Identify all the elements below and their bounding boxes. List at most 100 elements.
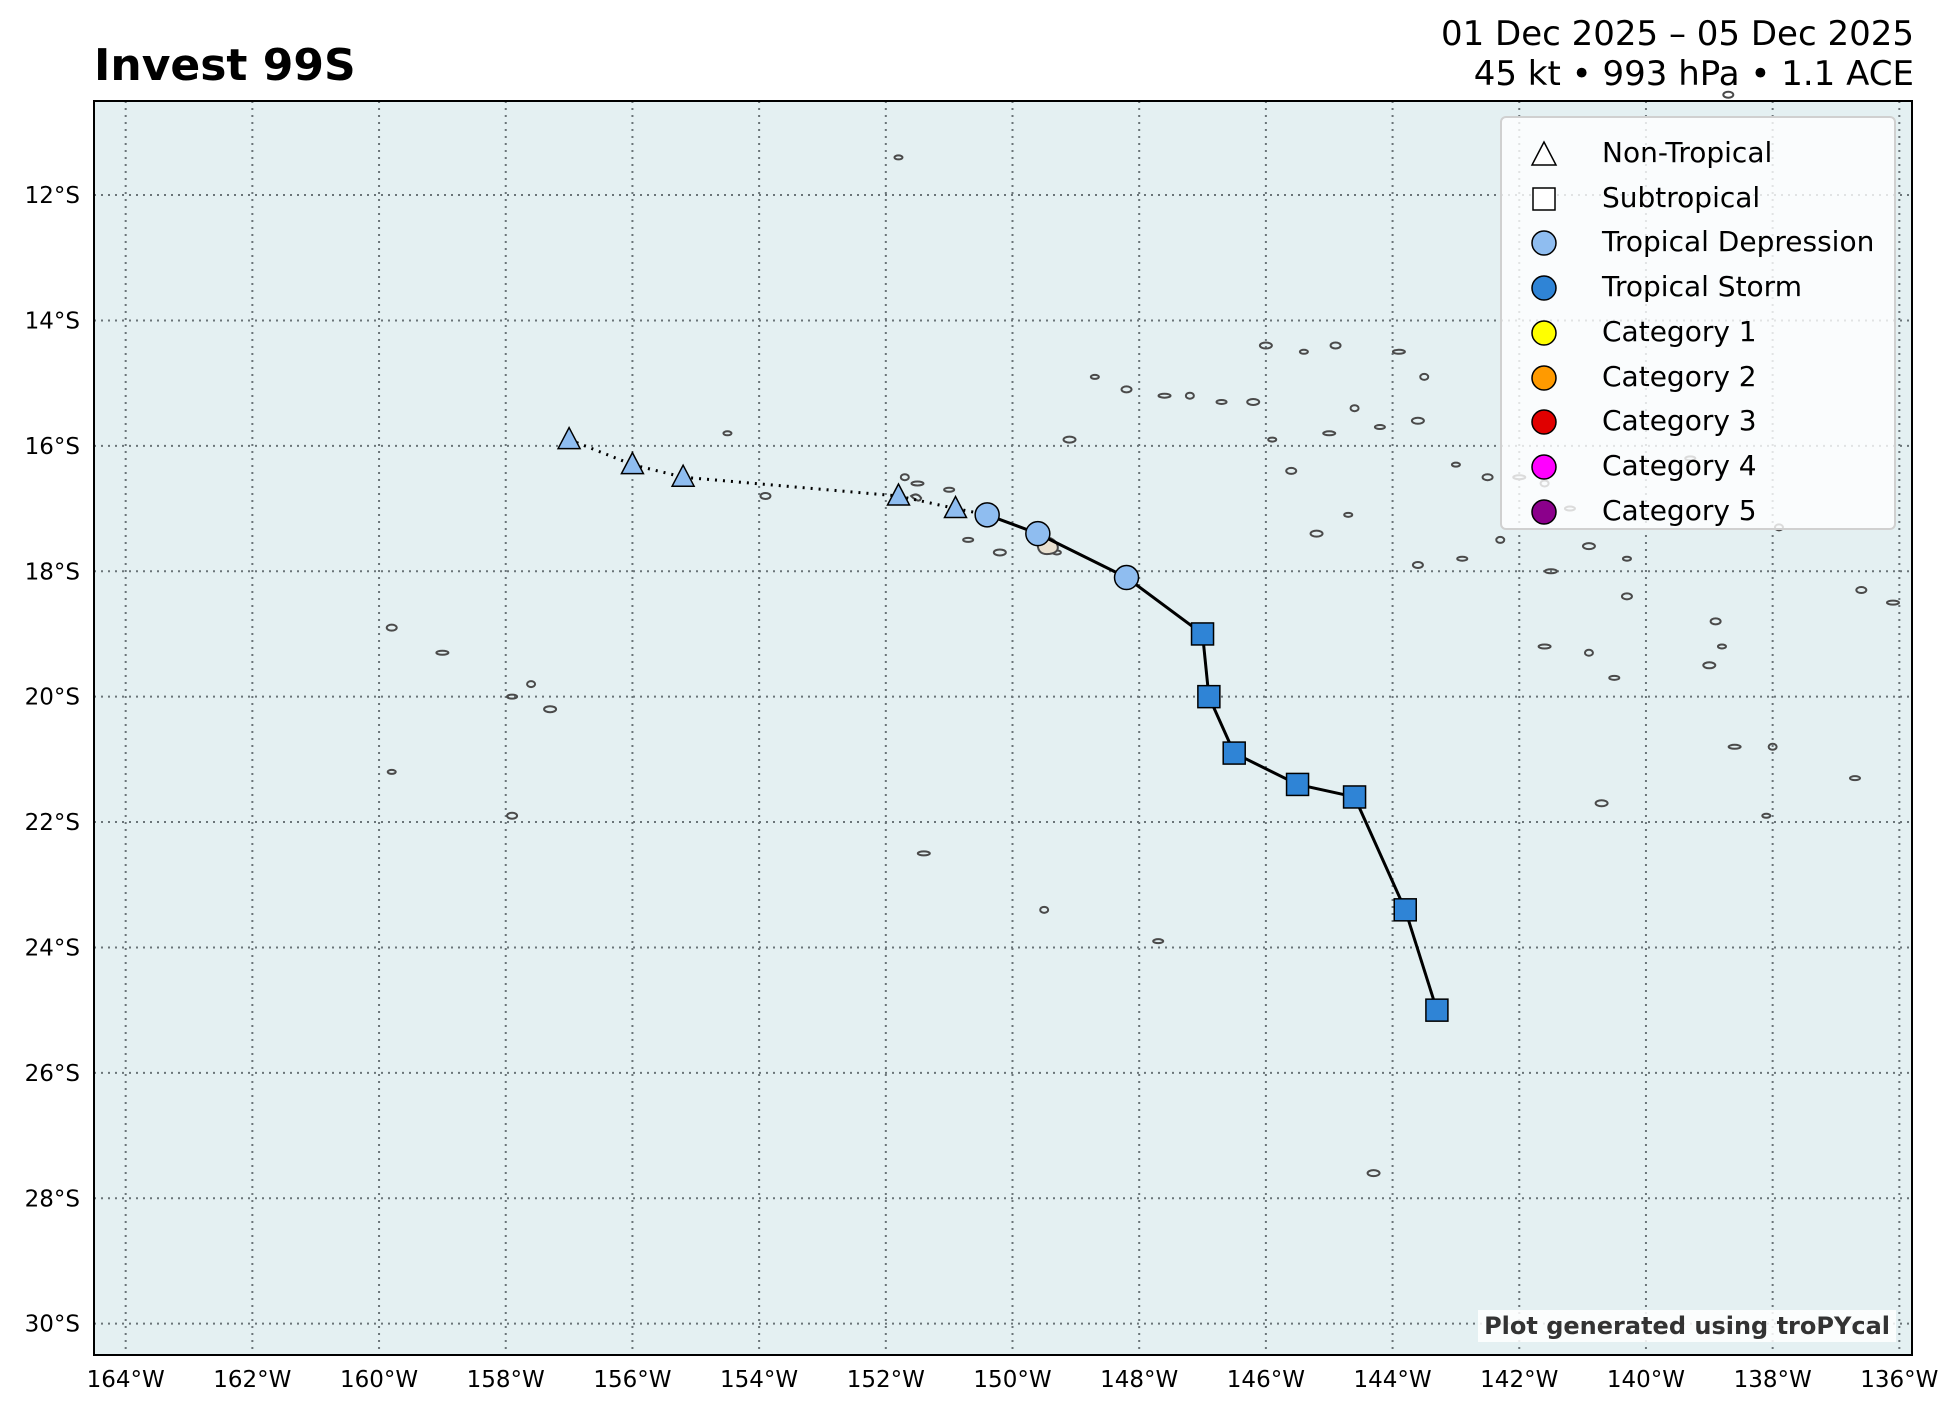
island — [1456, 555, 1469, 562]
track-point-non-tropical — [556, 425, 582, 450]
island — [1411, 560, 1424, 569]
legend: Non-Tropical Subtropical Tropical Depressi… — [1500, 116, 1896, 530]
island — [1761, 812, 1772, 819]
track-segment — [632, 463, 684, 479]
island — [386, 768, 397, 775]
island — [1089, 373, 1100, 380]
track-point-subtropical — [1342, 785, 1367, 809]
track-point-non-tropical — [886, 482, 911, 506]
island — [1722, 90, 1735, 99]
circle-legend-icon — [1531, 454, 1557, 480]
track-segment — [955, 507, 988, 517]
legend-label: Category 5 — [1602, 493, 1757, 527]
island — [1215, 398, 1228, 405]
island — [916, 850, 931, 857]
island — [910, 480, 925, 487]
track-point-tropical — [974, 502, 1000, 528]
island — [1391, 348, 1406, 355]
track-point-subtropical — [1425, 998, 1449, 1022]
island — [435, 649, 450, 656]
island — [992, 548, 1007, 557]
lon-tick-label: 148°W — [1100, 1367, 1178, 1393]
island — [1608, 674, 1621, 681]
lon-tick-label: 142°W — [1480, 1367, 1558, 1393]
legend-label: Subtropical — [1602, 180, 1761, 214]
lat-tick-label: 16°S — [25, 434, 80, 460]
track-segment — [898, 494, 956, 511]
island — [1373, 424, 1386, 431]
island — [1621, 555, 1632, 562]
island — [1581, 542, 1596, 551]
circle-legend-icon — [1531, 320, 1557, 346]
island — [1285, 466, 1298, 475]
lon-tick-label: 150°W — [973, 1367, 1051, 1393]
circle-legend-icon — [1531, 230, 1557, 257]
island — [759, 492, 772, 501]
legend-entry: Category 4 — [1502, 443, 1894, 487]
island — [1120, 385, 1133, 394]
lon-tick-label: 158°W — [467, 1367, 545, 1393]
track-point-subtropical — [1285, 772, 1310, 797]
island — [1246, 397, 1261, 406]
legend-label: Category 3 — [1602, 404, 1757, 438]
legend-entry: Subtropical — [1502, 175, 1894, 219]
lon-tick-label: 160°W — [340, 1367, 418, 1393]
lat-tick-label: 26°S — [25, 1061, 80, 1087]
lon-tick-label: 140°W — [1607, 1367, 1685, 1393]
legend-entry: Tropical Storm — [1502, 264, 1894, 308]
island — [1152, 938, 1165, 945]
legend-label: Non-Tropical — [1602, 136, 1773, 169]
island — [1495, 535, 1506, 544]
circle-legend-icon — [1531, 275, 1557, 301]
island — [1885, 599, 1900, 606]
lon-tick-label: 146°W — [1227, 1367, 1305, 1393]
track-segment — [1353, 796, 1407, 911]
island — [1620, 592, 1633, 601]
storm-stats: 45 kt • 993 hPa • 1.1 ACE — [1473, 54, 1914, 94]
island — [1594, 799, 1609, 808]
track-point-subtropical — [1197, 684, 1221, 709]
legend-entry: Category 1 — [1502, 309, 1894, 353]
island — [1157, 392, 1172, 399]
legend-label: Category 1 — [1602, 314, 1757, 348]
legend-entry: Tropical Depression — [1502, 219, 1894, 263]
circle-legend-icon — [1531, 409, 1557, 435]
island — [962, 536, 975, 543]
island — [1298, 348, 1309, 355]
island — [1366, 1169, 1381, 1178]
island — [506, 693, 519, 700]
lat-tick-label: 24°S — [25, 935, 80, 961]
island — [1309, 529, 1324, 538]
island — [1543, 568, 1558, 575]
track-segment — [568, 438, 633, 467]
lat-tick-label: 22°S — [25, 810, 80, 836]
legend-label: Category 4 — [1602, 448, 1757, 482]
island — [1848, 775, 1861, 782]
lon-tick-label: 136°W — [1860, 1367, 1938, 1393]
lat-tick-label: 28°S — [25, 1186, 80, 1212]
gridlines — [94, 101, 1912, 1355]
lat-tick-label: 20°S — [25, 685, 80, 711]
legend-entry: Category 5 — [1502, 488, 1894, 532]
island — [1709, 617, 1722, 626]
island — [1450, 461, 1461, 468]
island — [1537, 643, 1552, 650]
island — [506, 811, 519, 820]
circle-legend-icon — [1531, 498, 1557, 525]
track-point-non-tropical — [943, 494, 968, 519]
island — [1410, 416, 1425, 425]
island — [1767, 742, 1778, 751]
island — [1419, 372, 1430, 381]
longitude-tick-labels: 164°W 162°W 160°W 158°W 156°W 154°W 152°W 150°W… — [87, 1367, 1939, 1393]
island — [1184, 391, 1195, 400]
island — [893, 154, 904, 161]
island — [1329, 341, 1342, 350]
lon-tick-label: 138°W — [1734, 1367, 1812, 1393]
island — [1343, 511, 1354, 518]
island — [1322, 430, 1337, 437]
date-range: 01 Dec 2025 – 05 Dec 2025 — [1440, 14, 1914, 54]
island — [1702, 661, 1717, 670]
track-point-tropical — [1113, 564, 1140, 591]
island — [1583, 648, 1594, 657]
track-segment — [1125, 576, 1204, 636]
